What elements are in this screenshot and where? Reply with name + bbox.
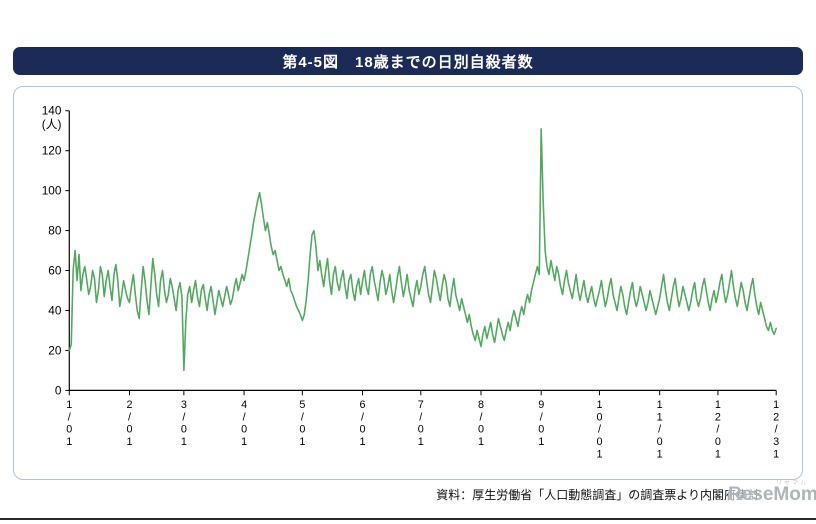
y-unit-label: (人) xyxy=(42,117,62,131)
daily-suicide-line-chart: 0 20 40 60 80 100 120 140(人) 1/0 1 2/0 1 3/0 1 4/0 1 5/0… xyxy=(42,104,779,461)
chart-title: 第4-5図 18歳までの日別自殺者数 xyxy=(282,53,534,71)
source-note: 資料：厚生労働省「人口動態調査」の調査票より内閣府集計 xyxy=(436,488,760,502)
x-tick-label: 1 0/0 1 xyxy=(596,399,602,460)
page-bottom-rule xyxy=(0,518,816,520)
y-tick-label: 60 xyxy=(48,263,62,277)
x-tick-label: 1/0 1 xyxy=(66,399,72,448)
y-tick-label: 100 xyxy=(42,184,62,198)
x-tick-label: 4/0 1 xyxy=(241,399,247,448)
x-tick-label: 5/0 1 xyxy=(299,399,305,448)
x-tick-label: 2/0 1 xyxy=(126,399,132,448)
x-tick-label: 1 2/3 1 xyxy=(773,399,779,460)
x-tick-label: 3/0 1 xyxy=(181,399,187,448)
y-tick-label: 80 xyxy=(48,224,62,238)
x-tick-label: 1 2/0 1 xyxy=(715,399,721,460)
x-tick-label: 9/0 1 xyxy=(538,399,544,448)
chart-title-bar: 第4-5図 18歳までの日別自殺者数 xyxy=(13,47,803,75)
y-tick-label: 140 xyxy=(42,104,62,118)
y-tick-label: 20 xyxy=(48,343,62,357)
x-tick-label: 6/0 1 xyxy=(360,399,366,448)
y-tick-label: 0 xyxy=(55,383,62,397)
chart-line xyxy=(68,127,777,372)
x-tick-label: 7/0 1 xyxy=(418,399,424,448)
y-tick-label: 120 xyxy=(42,144,62,158)
chart-panel: 0 20 40 60 80 100 120 140 (人) 1/0 1 2/0 1 3/0 1 4/0 1 5/0… xyxy=(13,86,803,480)
y-tick-label: 40 xyxy=(48,303,62,317)
x-tick-label: 8/0 1 xyxy=(478,399,484,448)
resemom-watermark: ReseMom xyxy=(728,484,816,506)
x-tick-label: 1 1/0 1 xyxy=(657,399,663,460)
